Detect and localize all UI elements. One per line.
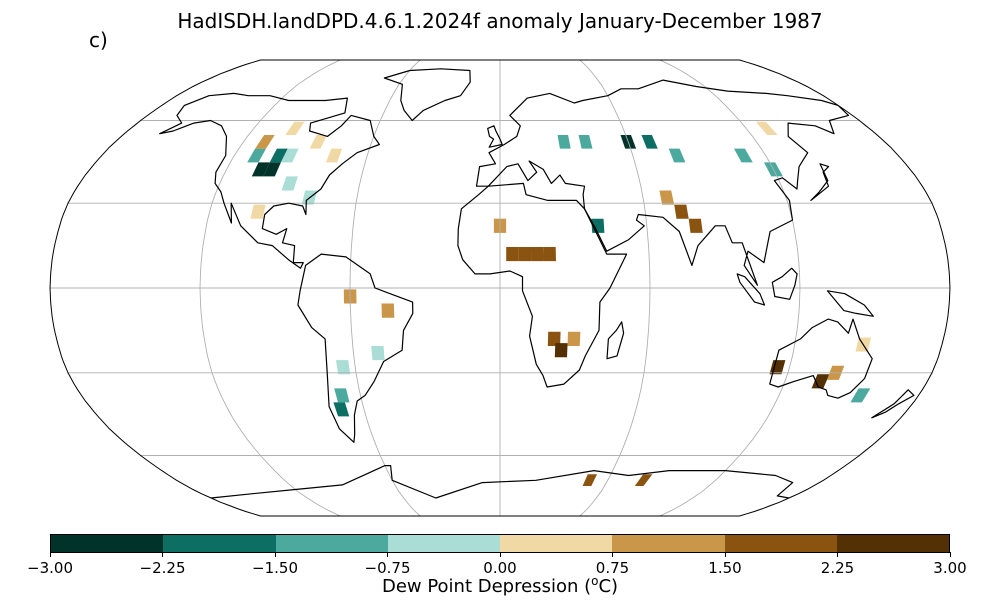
- grid-cell: [251, 162, 270, 177]
- colorbar-tick-label: 0.00: [483, 559, 517, 577]
- grid-cell: [547, 331, 561, 346]
- grid-cell: [634, 474, 653, 486]
- meridian-line: [349, 60, 421, 516]
- borneo-coast: [771, 267, 798, 300]
- grid-cell: [255, 135, 275, 149]
- grid-cell: [336, 360, 351, 375]
- meridian-line: [579, 60, 651, 516]
- grid-cell: [668, 148, 686, 163]
- colorbar-segment: [724, 535, 837, 552]
- colorbar: [50, 534, 950, 553]
- eurasia-coast: [475, 79, 850, 286]
- africa-coast: [457, 182, 628, 388]
- colorbar-tick-mark: [612, 552, 613, 557]
- grid-cell: [659, 190, 675, 205]
- japan-coast: [810, 163, 830, 201]
- grid-cell: [325, 148, 343, 163]
- anomaly-grid: [247, 121, 871, 486]
- grid-cell: [688, 218, 703, 233]
- colorbar-tick-label: 3.00: [933, 559, 967, 577]
- colorbar-tick-label: 0.75: [595, 559, 630, 577]
- madagascar-coast: [606, 321, 625, 360]
- colorbar-tick-label: −2.25: [139, 559, 186, 577]
- grid-cell: [554, 343, 568, 358]
- colorbar-tick-mark: [837, 552, 838, 557]
- colorbar-tick-mark: [387, 552, 388, 557]
- new-guinea-coast: [826, 290, 874, 317]
- map-boundary: [49, 59, 951, 517]
- grid-cell: [334, 388, 350, 403]
- colorbar-label: Dew Point Depression (oC): [381, 574, 619, 597]
- great-britain-coast: [487, 125, 503, 148]
- colorbar-tick-label: 2.25: [820, 559, 855, 577]
- grid-cell: [567, 331, 581, 346]
- grid-cell: [247, 148, 266, 163]
- meridian-line: [199, 60, 341, 516]
- meridian-line: [659, 60, 801, 516]
- coastlines: [159, 68, 915, 499]
- colorbar-tick-mark: [162, 552, 163, 557]
- colorbar-tick-label: 1.50: [708, 559, 742, 577]
- grid-cell: [263, 162, 281, 177]
- world-map: [49, 59, 951, 517]
- grid-cell: [280, 148, 299, 163]
- grid-cell: [734, 148, 753, 163]
- map-title: HadISDH.landDPD.4.6.1.2024f anomaly Janu…: [177, 9, 823, 33]
- sumatra-coast: [736, 273, 766, 306]
- graticule: [50, 60, 950, 516]
- greenland-coast: [383, 68, 471, 122]
- grid-cell: [543, 247, 556, 262]
- colorbar-tick-mark: [949, 552, 951, 557]
- grid-cell: [811, 374, 830, 389]
- colorbar-segment: [387, 535, 500, 552]
- grid-cell: [285, 121, 305, 135]
- grid-cell: [674, 204, 689, 219]
- grid-cell: [582, 474, 597, 486]
- grid-cell: [281, 176, 298, 191]
- grid-cell: [333, 402, 350, 417]
- colorbar-segment: [275, 535, 388, 552]
- grid-cell: [557, 135, 571, 149]
- north-america-coast: [159, 92, 380, 269]
- colorbar-segment: [836, 535, 949, 552]
- grid-cell: [578, 135, 593, 149]
- grid-cell: [518, 247, 532, 262]
- colorbar-tick-label: −3.00: [27, 559, 73, 577]
- grid-cell: [309, 135, 328, 149]
- colorbar-tick-mark: [274, 552, 276, 557]
- colorbar-segment: [51, 535, 164, 552]
- grid-cell: [506, 247, 519, 262]
- colorbar-segment: [612, 535, 725, 552]
- colorbar-segment: [500, 535, 613, 552]
- grid-cell: [371, 346, 385, 361]
- south-america-coast: [297, 253, 414, 443]
- colorbar-tick-mark: [499, 552, 501, 557]
- colorbar-tick-mark: [724, 552, 726, 557]
- panel-label: c): [89, 28, 108, 52]
- grid-cell: [531, 247, 544, 262]
- grid-cell: [850, 388, 871, 403]
- colorbar-segment: [163, 535, 276, 552]
- grid-cell: [269, 148, 288, 163]
- grid-cell: [250, 204, 266, 219]
- colorbar-tick-label: −1.50: [252, 559, 298, 577]
- grid-cell: [641, 135, 658, 149]
- grid-cell: [381, 303, 395, 318]
- grid-cell: [755, 121, 778, 135]
- colorbar-tick-label: −0.75: [364, 559, 411, 577]
- new-zealand-coast: [871, 389, 915, 419]
- colorbar-tick-mark: [49, 552, 51, 557]
- antarctica-coast: [211, 465, 794, 499]
- australia-coast: [769, 318, 873, 399]
